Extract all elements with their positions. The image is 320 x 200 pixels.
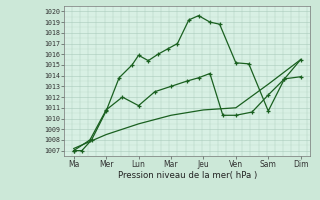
X-axis label: Pression niveau de la mer( hPa ): Pression niveau de la mer( hPa ) (117, 171, 257, 180)
